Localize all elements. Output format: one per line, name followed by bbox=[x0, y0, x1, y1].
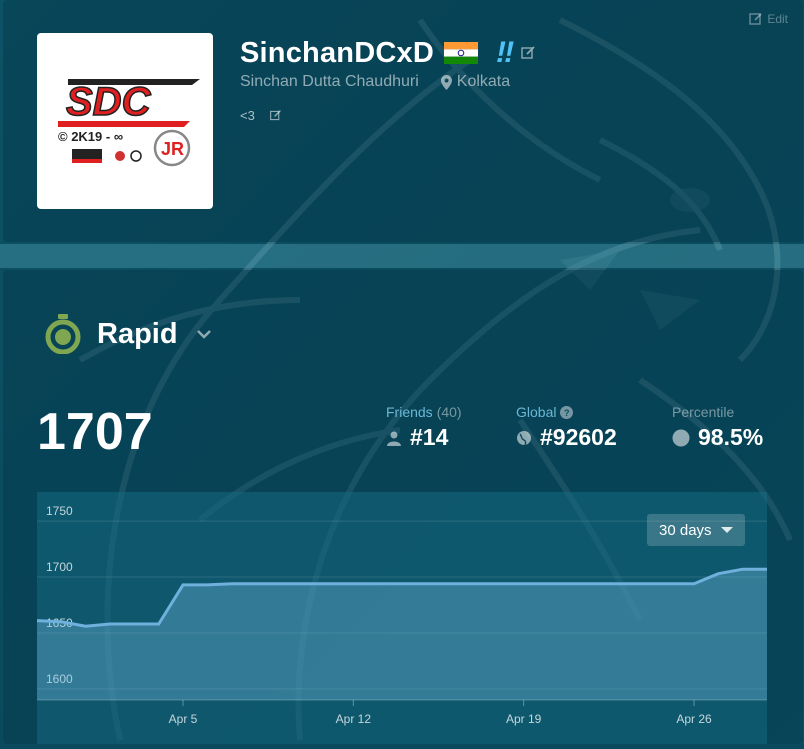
rating-point[interactable] bbox=[472, 581, 478, 587]
profile-subline: Sinchan Dutta Chaudhuri Kolkata bbox=[240, 73, 510, 91]
rating-point[interactable] bbox=[156, 621, 162, 627]
rating-point[interactable] bbox=[642, 581, 648, 587]
rating-point[interactable] bbox=[58, 619, 64, 625]
percentile-label: Percentile bbox=[672, 404, 763, 420]
bio-text: <3 bbox=[240, 108, 255, 123]
x-tick-label: Apr 19 bbox=[506, 712, 542, 726]
map-pin-icon bbox=[440, 74, 452, 90]
rating-point[interactable] bbox=[326, 581, 332, 587]
global-rank-stat: Global ? #92602 bbox=[516, 404, 617, 451]
logo-initials-text: JR bbox=[161, 139, 184, 159]
rating-point[interactable] bbox=[302, 581, 308, 587]
logo-line-text: © 2K19 - ∞ bbox=[58, 129, 123, 144]
section-divider bbox=[0, 244, 804, 268]
rating-point[interactable] bbox=[350, 581, 356, 587]
sdc-logo: SDC © 2K19 - ∞ JR bbox=[58, 79, 200, 167]
x-tick-label: Apr 26 bbox=[676, 712, 712, 726]
rating-point[interactable] bbox=[740, 566, 746, 572]
percentile-stat: Percentile 98.5% bbox=[672, 404, 763, 451]
edit-label: Edit bbox=[767, 12, 788, 26]
edit-bio-icon[interactable] bbox=[269, 109, 282, 122]
double-exclamation-icon: ‼ bbox=[495, 36, 514, 69]
rating-point[interactable] bbox=[594, 581, 600, 587]
global-label-text: Global bbox=[516, 404, 557, 420]
rating-point[interactable] bbox=[496, 581, 502, 587]
edit-profile-link[interactable]: Edit bbox=[749, 12, 788, 26]
username: SinchanDCxD bbox=[240, 36, 434, 69]
rating-point[interactable] bbox=[253, 581, 259, 587]
y-tick-label: 1700 bbox=[46, 560, 73, 574]
y-tick-label: 1600 bbox=[46, 672, 73, 686]
friends-label[interactable]: Friends (40) bbox=[386, 404, 462, 420]
rating-point[interactable] bbox=[545, 581, 551, 587]
person-icon bbox=[387, 431, 401, 446]
rating-point[interactable] bbox=[715, 571, 721, 577]
x-tick-label: Apr 5 bbox=[169, 712, 198, 726]
rating-point[interactable] bbox=[618, 581, 624, 587]
rating-point[interactable] bbox=[277, 581, 283, 587]
globe-icon bbox=[517, 430, 531, 445]
chevron-down-icon bbox=[196, 330, 211, 339]
game-mode-label: Rapid bbox=[97, 317, 178, 350]
rating-point[interactable] bbox=[399, 581, 405, 587]
caret-down-icon bbox=[721, 527, 733, 533]
percentile-icon bbox=[672, 429, 690, 446]
edit-username-icon[interactable] bbox=[520, 45, 536, 61]
percentile-label-text: Percentile bbox=[672, 404, 735, 420]
svg-text:?: ? bbox=[564, 408, 570, 418]
rating-point[interactable] bbox=[107, 621, 113, 627]
rating-point[interactable] bbox=[448, 581, 454, 587]
rating-point[interactable] bbox=[423, 581, 429, 587]
logo-main-text: SDC bbox=[66, 80, 152, 124]
rating-area bbox=[37, 569, 767, 700]
edit-icon bbox=[749, 13, 762, 25]
rating-point[interactable] bbox=[83, 623, 89, 629]
global-rank: #92602 bbox=[540, 424, 617, 450]
avatar[interactable]: SDC © 2K19 - ∞ JR bbox=[37, 33, 213, 209]
real-name: Sinchan Dutta Chaudhuri bbox=[240, 73, 419, 90]
y-tick-label: 1750 bbox=[46, 504, 73, 518]
percentile-value: 98.5% bbox=[698, 424, 764, 450]
rating-point[interactable] bbox=[180, 582, 186, 588]
username-row: SinchanDCxD ‼ bbox=[240, 36, 536, 70]
friends-count: (40) bbox=[436, 404, 462, 420]
game-mode-selector[interactable]: Rapid bbox=[45, 314, 212, 354]
location: Kolkata bbox=[440, 73, 511, 91]
rating-point[interactable] bbox=[375, 581, 381, 587]
current-rating: 1707 bbox=[37, 403, 153, 461]
friends-rank: #14 bbox=[410, 424, 449, 450]
help-icon[interactable]: ? bbox=[560, 405, 574, 419]
location-label: Kolkata bbox=[456, 73, 511, 90]
x-tick-label: Apr 12 bbox=[336, 712, 372, 726]
india-flag-icon bbox=[443, 42, 478, 64]
bio: <3 bbox=[240, 108, 282, 123]
rating-point[interactable] bbox=[229, 581, 235, 587]
rating-point[interactable] bbox=[691, 581, 697, 587]
date-range-value: 30 days bbox=[659, 521, 712, 539]
rating-point[interactable] bbox=[521, 581, 527, 587]
global-label[interactable]: Global ? bbox=[516, 404, 617, 420]
rating-point[interactable] bbox=[667, 581, 673, 587]
rating-line bbox=[36, 567, 767, 628]
rating-point[interactable] bbox=[569, 581, 575, 587]
date-range-select[interactable]: 30 days bbox=[647, 514, 745, 546]
rating-point[interactable] bbox=[204, 582, 210, 588]
friends-rank-stat: Friends (40) #14 bbox=[386, 404, 462, 451]
rating-point[interactable] bbox=[131, 621, 137, 627]
stopwatch-icon bbox=[45, 314, 81, 354]
friends-label-text: Friends bbox=[386, 404, 433, 420]
